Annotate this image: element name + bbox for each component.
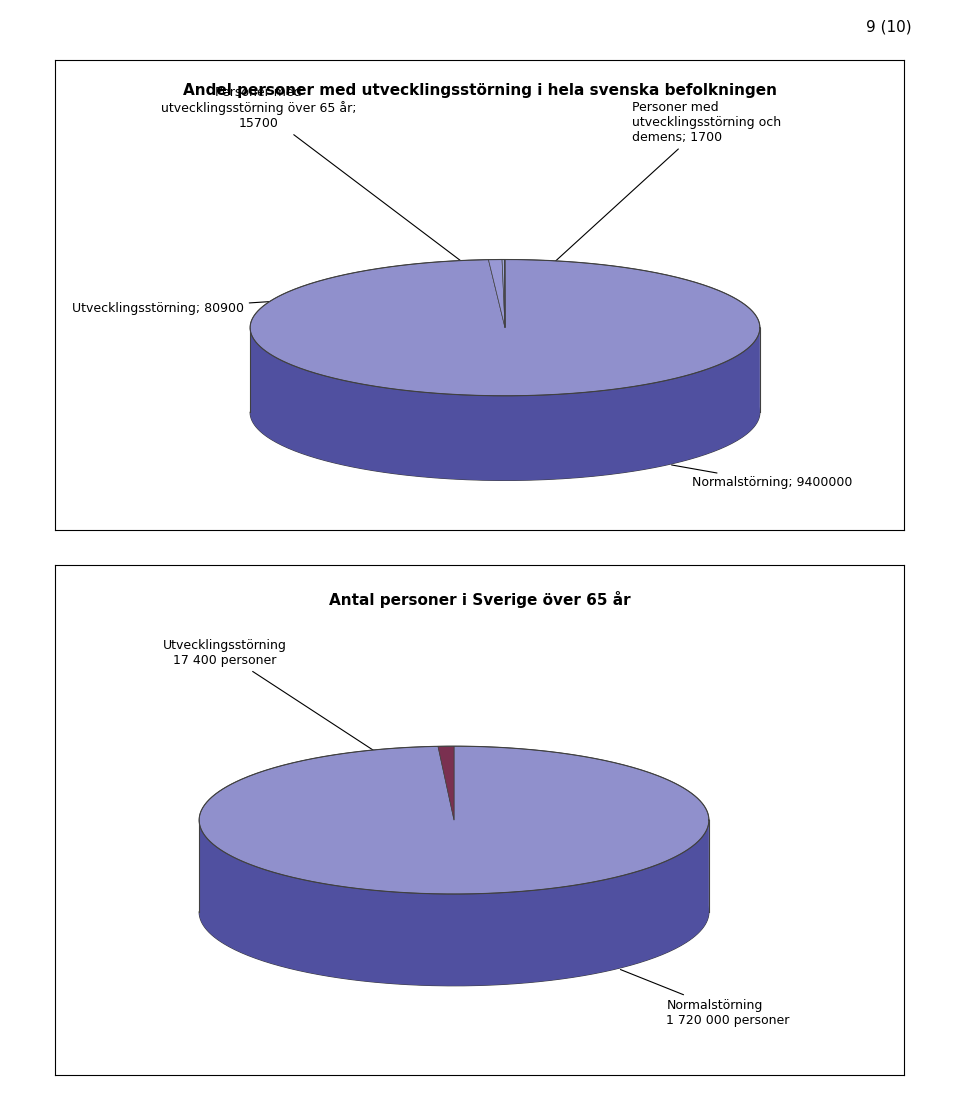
Text: Personer med
utvecklingsstörning över 65 år;
15700: Personer med utvecklingsstörning över 65… — [161, 86, 502, 292]
Polygon shape — [502, 260, 505, 327]
Text: Normalstörning; 9400000: Normalstörning; 9400000 — [672, 465, 852, 489]
Polygon shape — [199, 821, 708, 985]
Text: Normalstörning
1 720 000 personer: Normalstörning 1 720 000 personer — [620, 970, 790, 1026]
Polygon shape — [251, 328, 760, 480]
Text: Utvecklingsstörning
17 400 personer: Utvecklingsstörning 17 400 personer — [162, 639, 449, 800]
Polygon shape — [438, 747, 454, 821]
Polygon shape — [199, 747, 708, 894]
Polygon shape — [489, 260, 505, 327]
Text: Andel personer med utvecklingsstörning i hela svenska befolkningen: Andel personer med utvecklingsstörning i… — [182, 83, 777, 98]
Polygon shape — [251, 344, 760, 480]
Text: Personer med
utvecklingsstörning och
demens; 1700: Personer med utvecklingsstörning och dem… — [507, 102, 781, 305]
Polygon shape — [199, 838, 708, 985]
Text: Antal personer i Sverige över 65 år: Antal personer i Sverige över 65 år — [328, 591, 631, 607]
Polygon shape — [251, 260, 760, 396]
Text: 9 (10): 9 (10) — [866, 20, 912, 35]
Text: Utvecklingsstörning; 80900: Utvecklingsstörning; 80900 — [72, 286, 496, 315]
